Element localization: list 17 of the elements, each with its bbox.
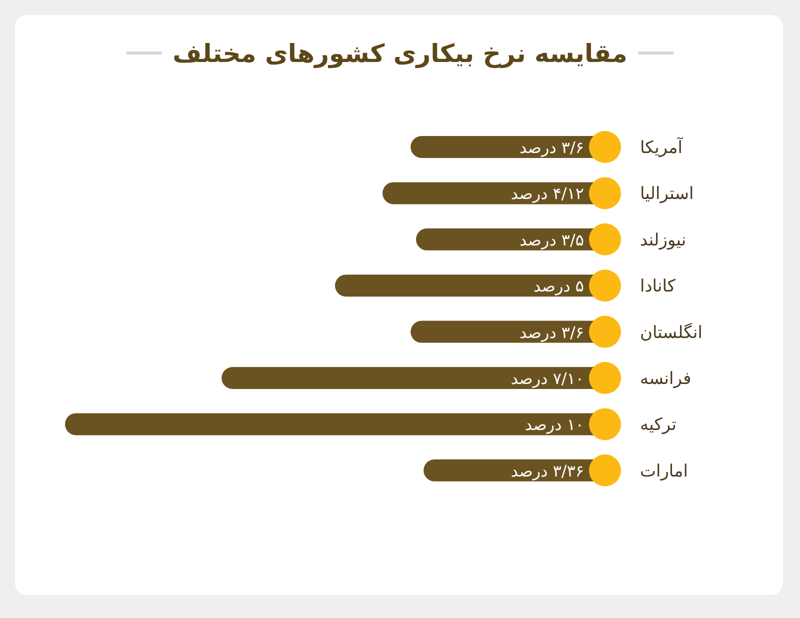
data-label: ۳/۳۶ درصد	[510, 461, 584, 480]
data-label: ۱۰ درصد	[524, 415, 584, 434]
chart-title: مقایسه نرخ بیکاری کشورهای مختلف	[172, 39, 628, 69]
data-label: ۴/۱۲ درصد	[510, 184, 584, 204]
y-tick-label: ترکیه	[640, 415, 677, 436]
y-tick-label: فرانسه	[640, 369, 692, 389]
data-label: ۵ درصد	[533, 276, 584, 296]
data-label: ۳/۶ درصد	[520, 138, 584, 157]
data-label: ۳/۵ درصد	[520, 230, 584, 250]
y-tick-label: انگلستان	[640, 322, 702, 343]
y-tick-label: استرالیا	[640, 184, 694, 204]
y-tick-label: امارات	[640, 461, 688, 482]
data-label: ۷/۱۰ درصد	[510, 369, 584, 388]
data-label: ۳/۶ درصد	[520, 322, 584, 342]
y-tick-label: آمریکا	[640, 137, 684, 158]
y-tick-label: نیوزلند	[640, 230, 686, 250]
y-tick-label: کانادا	[640, 276, 676, 297]
